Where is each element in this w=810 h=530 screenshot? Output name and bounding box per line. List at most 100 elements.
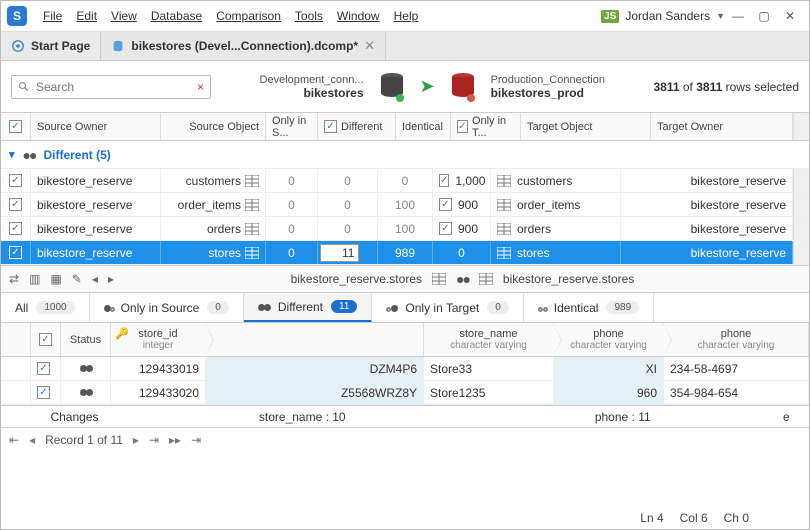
sync-arrow-icon: ➤ [420, 76, 435, 97]
table-icon [479, 273, 493, 285]
table-row[interactable]: bikestore_reservecustomers0001,000custom… [1, 169, 809, 193]
menu-comparison[interactable]: Comparison [210, 5, 287, 27]
col-phone-src[interactable]: phonecharacter varying [554, 323, 664, 356]
col-store-name[interactable]: store_namecharacter varying [424, 323, 554, 356]
compare-glyph-icon: ●● [456, 271, 469, 287]
close-icon[interactable]: ✕ [364, 38, 375, 54]
col-source-owner[interactable]: Source Owner [31, 113, 161, 140]
table-icon [497, 247, 511, 259]
status-line: Ln 4 [640, 511, 663, 525]
nav-last[interactable]: ⇥ [149, 433, 159, 447]
home-icon [11, 39, 25, 53]
menu-help[interactable]: Help [388, 5, 425, 27]
window-minimize[interactable]: ― [725, 6, 751, 26]
row-checkbox[interactable] [9, 198, 22, 211]
different-glyph-icon: ●● [23, 147, 36, 163]
different-filter-checkbox[interactable] [324, 120, 337, 133]
user-box[interactable]: JS Jordan Sanders ▼ [601, 9, 725, 23]
table-row[interactable]: bikestore_reservestores0119890storesbike… [1, 241, 809, 265]
detail-row[interactable]: 129433020Z5568WRZ8YStore1235960354-984-6… [1, 381, 809, 405]
chevron-down-icon: ▼ [716, 11, 725, 21]
scrollbar[interactable] [793, 113, 809, 140]
nav-left-icon[interactable]: ◂ [92, 272, 98, 286]
filter-all[interactable]: All1000 [1, 293, 90, 322]
tab-doc-label: bikestores (Devel...Connection).dcomp* [131, 39, 358, 53]
status-char: Ch 0 [724, 511, 749, 525]
nav-end[interactable]: ⇥ [191, 433, 201, 447]
search-box[interactable]: × [11, 75, 211, 99]
expand-icon[interactable]: ▾ [9, 148, 15, 161]
status-col: Col 6 [680, 511, 708, 525]
row-checkbox[interactable] [9, 174, 22, 187]
col-phone-tgt[interactable]: phonecharacter varying [664, 323, 809, 356]
target-path: bikestore_reserve.stores [503, 272, 634, 286]
col-source-object[interactable]: Source Object [161, 113, 266, 140]
col-only-source[interactable]: Only in S... [266, 113, 318, 140]
detail-grid-body: 129433019DZM4P6Store33XI234-58-469712943… [1, 357, 809, 405]
status-bar: Ln 4 Col 6 Ch 0 [1, 507, 809, 529]
table-icon [245, 247, 259, 259]
filter-identical[interactable]: Identical989 [524, 293, 654, 322]
col-only-target[interactable]: Only in T... [451, 113, 521, 140]
col-target-object[interactable]: Target Object [521, 113, 651, 140]
nav-prev[interactable]: ◂ [29, 433, 35, 447]
table-row[interactable]: bikestore_reserveorder_items00100900orde… [1, 193, 809, 217]
detail-row[interactable]: 129433019DZM4P6Store33XI234-58-4697 [1, 357, 809, 381]
menu-edit[interactable]: Edit [70, 5, 103, 27]
group-different[interactable]: ▾ ●● Different (5) [1, 141, 809, 169]
menubar: File Edit View Database Comparison Tools… [37, 5, 601, 27]
detail-select-all[interactable] [39, 333, 52, 346]
row-checkbox[interactable] [9, 246, 22, 259]
window-close[interactable]: ✕ [777, 6, 803, 26]
user-name: Jordan Sanders [625, 9, 710, 23]
col-target-owner[interactable]: Target Owner [651, 113, 793, 140]
menu-database[interactable]: Database [145, 5, 208, 27]
window-maximize[interactable]: ▢ [751, 6, 777, 26]
tab-start-page[interactable]: Start Page [1, 32, 101, 60]
col-different[interactable]: Different [318, 113, 396, 140]
rows-selected: 3811 of 3811 rows selected [654, 80, 800, 94]
user-badge: JS [601, 10, 619, 23]
menu-tools[interactable]: Tools [289, 5, 329, 27]
app-logo: S [7, 6, 27, 26]
record-navigator: ⇤ ◂ Record 1 of 11 ▸ ⇥ ▸▸ ⇥ [1, 427, 809, 451]
columns-icon[interactable]: ▥ [29, 272, 40, 286]
filter-only-target[interactable]: Only in Target0 [372, 293, 523, 322]
col-store-id[interactable]: 🔑 store_idinteger [111, 323, 206, 356]
key-icon: 🔑 [115, 327, 129, 340]
menu-window[interactable]: Window [331, 5, 386, 27]
edit-icon[interactable]: ✎ [72, 272, 82, 286]
tab-document[interactable]: bikestores (Devel...Connection).dcomp* ✕ [101, 32, 386, 60]
select-all-checkbox[interactable] [9, 120, 22, 133]
menu-file[interactable]: File [37, 5, 68, 27]
titlebar: S File Edit View Database Comparison Too… [1, 1, 809, 31]
detail-grid-header: Status 🔑 store_idinteger store_namechara… [1, 323, 809, 357]
group-label: Different (5) [43, 148, 110, 162]
search-input[interactable] [36, 80, 191, 94]
nav-next[interactable]: ▸ [133, 433, 139, 447]
col-identical[interactable]: Identical [396, 113, 451, 140]
filter-only-source[interactable]: Only in Source0 [90, 293, 244, 322]
table-icon [432, 273, 446, 285]
document-tabs: Start Page bikestores (Devel...Connectio… [1, 31, 809, 61]
clear-icon[interactable]: × [197, 80, 204, 94]
detail-row-checkbox[interactable] [37, 386, 50, 399]
table-row[interactable]: bikestore_reserveorders00100900ordersbik… [1, 217, 809, 241]
grid-icon[interactable]: ▦ [50, 272, 61, 286]
col-status[interactable]: Status [61, 323, 111, 356]
detail-row-checkbox[interactable] [37, 362, 50, 375]
table-icon [497, 175, 511, 187]
grid-header: Source Owner Source Object Only in S... … [1, 113, 809, 141]
sync-icon[interactable]: ⇄ [9, 272, 19, 286]
filter-different[interactable]: Different11 [244, 293, 373, 322]
source-path: bikestore_reserve.stores [291, 272, 422, 286]
onlyt-filter-checkbox[interactable] [457, 120, 468, 133]
row-checkbox[interactable] [9, 222, 22, 235]
menu-view[interactable]: View [105, 5, 143, 27]
table-icon [245, 199, 259, 211]
nav-skip[interactable]: ▸▸ [169, 433, 181, 447]
nav-right-icon[interactable]: ▸ [108, 272, 114, 286]
nav-first[interactable]: ⇤ [9, 433, 19, 447]
table-icon [497, 199, 511, 211]
record-position: Record 1 of 11 [45, 433, 123, 447]
